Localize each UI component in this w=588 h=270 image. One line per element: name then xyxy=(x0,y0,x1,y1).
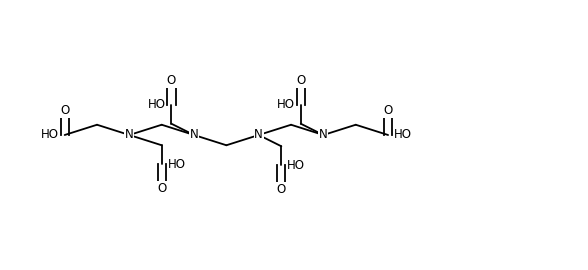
Text: O: O xyxy=(157,182,166,195)
Text: HO: HO xyxy=(148,98,166,111)
Text: N: N xyxy=(319,129,328,141)
Text: O: O xyxy=(383,104,393,117)
Text: N: N xyxy=(255,129,263,141)
Text: O: O xyxy=(296,74,305,87)
Text: O: O xyxy=(277,183,286,196)
Text: HO: HO xyxy=(277,98,295,111)
Text: O: O xyxy=(60,104,69,117)
Text: HO: HO xyxy=(287,159,305,172)
Text: N: N xyxy=(125,129,133,141)
Text: HO: HO xyxy=(394,129,412,141)
Text: N: N xyxy=(190,129,198,141)
Text: HO: HO xyxy=(168,158,186,171)
Text: O: O xyxy=(167,74,176,87)
Text: HO: HO xyxy=(41,129,59,141)
